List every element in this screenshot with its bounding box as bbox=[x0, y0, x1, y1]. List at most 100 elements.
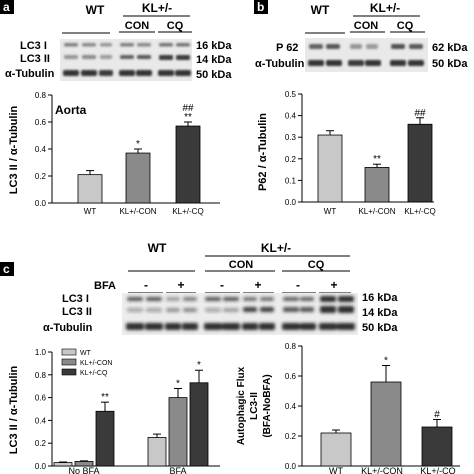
panel-b-ytick-label: 0.2 bbox=[285, 155, 297, 164]
panel-c-group-cq: CQ bbox=[308, 259, 325, 271]
panel-a-blot-label-lc3ii: LC3 II bbox=[20, 53, 50, 65]
panel-a-blot-label-lc3i: LC3 I bbox=[20, 40, 47, 52]
significance-mark: * bbox=[384, 356, 388, 367]
panel-b-kda-50: 50 kDa bbox=[432, 58, 468, 70]
panel-c-group-kl: KL+/- bbox=[261, 241, 291, 255]
panel-b-western-blot bbox=[305, 38, 428, 72]
panel-a-kda-14: 14 kDa bbox=[196, 54, 232, 66]
panel-a-xtick-con: KL+/-CON bbox=[119, 207, 156, 216]
legend-label-wt: WT bbox=[80, 350, 92, 357]
panel-c-kda-14: 14 kDa bbox=[362, 307, 398, 319]
panel-c-group-wt: WT bbox=[148, 241, 167, 255]
panel-a-western-blot bbox=[60, 39, 192, 81]
panel-a-ylabel: LC3 II / α-Tubulin bbox=[8, 106, 20, 195]
panel-c-kda-16: 16 kDa bbox=[362, 292, 398, 304]
panel-c-right-ytick-label: 0.0 bbox=[285, 462, 297, 471]
bar bbox=[175, 125, 201, 204]
panel-c-right-xtick-con: KL+/-CON bbox=[361, 466, 403, 474]
panel-c-right-xtick-wt: WT bbox=[329, 466, 343, 474]
panel-b-kda-62: 62 kDa bbox=[432, 42, 468, 54]
panel-b-xtick-wt: WT bbox=[324, 207, 337, 216]
panel-c-left-ytick-label: 0.6 bbox=[35, 394, 47, 403]
panel-c-blot-label-tubulin: α-Tubulin bbox=[43, 322, 93, 334]
bar bbox=[320, 432, 352, 467]
legend-swatch-wt bbox=[61, 348, 77, 356]
panel-c-right-ytick-label: 0.6 bbox=[285, 372, 297, 381]
panel-c-blot-label-lc3ii: LC3 II bbox=[62, 306, 92, 318]
panel-b-xtick-con: KL+/-CON bbox=[358, 207, 395, 216]
bar bbox=[125, 152, 151, 204]
significance-mark: ## bbox=[414, 108, 426, 119]
bar bbox=[189, 382, 209, 467]
panel-b-xtick-cq: KL+/-CQ bbox=[404, 207, 435, 216]
panel-c-letter-box bbox=[0, 262, 14, 276]
bar bbox=[317, 134, 343, 203]
panel-c-bfa-sign: + bbox=[330, 278, 337, 292]
panel-a-blot-label-tubulin: α-Tubulin bbox=[5, 68, 55, 80]
panel-c-left-xtick-nobfa: No BFA bbox=[68, 466, 99, 474]
panel-c-bfa-sign: - bbox=[144, 278, 148, 292]
panel-b-ytick-label: 0.0 bbox=[285, 198, 297, 207]
panel-b-ylabel: P62 / α-Tubulin bbox=[257, 113, 269, 191]
panel-b-group-cq: CQ bbox=[397, 20, 414, 32]
bar bbox=[364, 167, 390, 203]
bar bbox=[407, 123, 433, 203]
panel-c-right-ytick-label: 0.4 bbox=[285, 402, 297, 411]
panel-c-right-yticks: 0.0 0.2 0.4 0.6 0.8 bbox=[285, 342, 302, 471]
panel-a-ytick-label: 0.4 bbox=[35, 145, 47, 154]
panel-a-yticks: 0.0 0.2 0.4 0.6 0.8 bbox=[35, 91, 52, 208]
panel-c-left-yticks: 0.0 0.2 0.4 0.6 0.8 1.0 bbox=[35, 348, 52, 471]
panel-a-bars: * ##** bbox=[77, 103, 201, 204]
panel-c-legend: WT KL+/-CON KL+/-CQ bbox=[61, 348, 112, 377]
panel-c-left-xtick-bfa: BFA bbox=[169, 466, 186, 474]
panel-a-ytick-label: 0.6 bbox=[35, 118, 47, 127]
panel-c-right-bars: *# bbox=[320, 356, 453, 467]
panel-c-blot-label-lc3i: LC3 I bbox=[62, 293, 89, 305]
panel-b-ytick-label: 0.4 bbox=[285, 112, 297, 121]
panel-b-ytick-label: 0.5 bbox=[285, 90, 297, 99]
panel-b: b WT KL+/- CON CQ P 62 α-Tubulin 62 kDa … bbox=[254, 0, 468, 216]
panel-a-group-cq: CQ bbox=[167, 20, 184, 32]
significance-mark: # bbox=[434, 410, 440, 421]
panel-c-western-blot bbox=[122, 293, 358, 335]
significance-mark: * bbox=[176, 378, 180, 389]
panel-a-xtick-wt: WT bbox=[84, 207, 97, 216]
significance-mark: * bbox=[197, 360, 201, 371]
panel-c-bfa-sign: - bbox=[220, 278, 224, 292]
panel-c-bfa-sign: - bbox=[296, 278, 300, 292]
panel-b-yticks: 0.0 0.1 0.2 0.3 0.4 0.5 bbox=[285, 90, 302, 207]
panel-a-xtick-cq: KL+/-CQ bbox=[172, 207, 203, 216]
panel-b-letter-box bbox=[254, 0, 268, 14]
significance-mark: ** bbox=[101, 392, 109, 403]
bar bbox=[168, 397, 188, 467]
panel-b-ytick-label: 0.3 bbox=[285, 133, 297, 142]
panel-b-blot-label-p62: P 62 bbox=[276, 42, 298, 54]
panel-b-bars: ** ## bbox=[317, 108, 433, 203]
panel-a-inset-title: Aorta bbox=[55, 103, 87, 117]
panel-c-left-ytick-label: 1.0 bbox=[35, 348, 47, 357]
panel-a-ytick-label: 0.8 bbox=[35, 91, 47, 100]
panel-c-left-ytick-label: 0.4 bbox=[35, 416, 47, 425]
panel-c-right-ytick-label: 0.2 bbox=[285, 432, 297, 441]
significance-mark: * bbox=[136, 139, 140, 150]
bar bbox=[95, 410, 115, 467]
panel-c-letter: c bbox=[3, 262, 10, 276]
panel-c-left-ytick-label: 0.0 bbox=[35, 462, 47, 471]
bar bbox=[370, 381, 402, 467]
panel-c-right-xtick-cq: KL+/-CQ bbox=[420, 466, 455, 474]
panel-a-letter-box bbox=[0, 0, 14, 14]
legend-swatch-cq bbox=[61, 368, 77, 376]
panel-c-right-ylabel-line1: Autophagic Flux bbox=[236, 366, 247, 445]
panel-b-ytick-label: 0.1 bbox=[285, 176, 297, 185]
panel-a-kda-16: 16 kDa bbox=[196, 40, 232, 52]
significance-mark: ** bbox=[373, 154, 381, 165]
legend-label-con: KL+/-CON bbox=[80, 360, 112, 367]
panel-b-group-wt: WT bbox=[311, 3, 330, 17]
panel-b-letter: b bbox=[257, 0, 264, 14]
panel-a-kda-50: 50 kDa bbox=[196, 69, 232, 81]
panel-c-bfa-sign: + bbox=[177, 278, 184, 292]
panel-b-group-con: CON bbox=[354, 20, 379, 32]
panel-c-right-ylabel-line2: LC3-II bbox=[249, 392, 260, 420]
panel-c-left-ytick-label: 0.8 bbox=[35, 371, 47, 380]
